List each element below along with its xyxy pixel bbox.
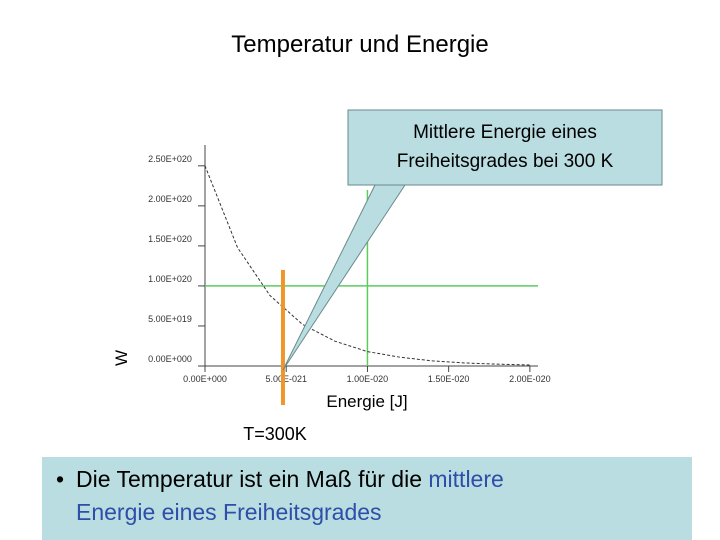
callout: Mittlere Energie eines Freiheitsgrades b… (282, 109, 663, 371)
bullet-highlight: Energie eines Freiheitsgrades (76, 499, 382, 525)
bullet-box (42, 457, 692, 540)
y-tick-label: 5.00E+019 (148, 314, 192, 324)
bullet-line: Die Temperatur ist ein Maß für die mittl… (76, 466, 504, 492)
callout-text: Mittlere Energie eines (413, 122, 597, 143)
bullet-text: Die Temperatur ist ein Maß für die (76, 466, 422, 492)
callout-text: Freiheitsgrades bei 300 K (397, 151, 614, 172)
y-axis-label: W (112, 350, 131, 366)
marker-label: T=300K (243, 424, 307, 444)
bullet-dot: • (56, 466, 64, 492)
x-tick-label: 1.50E-020 (428, 374, 470, 384)
bullet-highlight: mittlere (428, 466, 503, 492)
x-tick-label: 5.00E-021 (265, 374, 307, 384)
callout-tail (282, 184, 406, 371)
y-tick-label: 2.50E+020 (148, 154, 192, 164)
y-tick-label: 1.50E+020 (148, 234, 192, 244)
y-tick-label: 2.00E+020 (148, 194, 192, 204)
x-axis-label: Energie [J] (326, 392, 407, 411)
data-line (204, 165, 530, 366)
callout-box (347, 109, 663, 186)
y-tick-label: 1.00E+020 (148, 274, 192, 284)
y-tick-label: 0.00E+000 (148, 354, 192, 364)
x-tick-label: 1.00E-020 (347, 374, 389, 384)
x-tick-label: 2.00E-020 (509, 374, 551, 384)
chart: 0.00E+000 5.00E+019 1.00E+020 1.50E+020 2.00… (112, 145, 551, 411)
x-tick-label: 0.00E+000 (183, 374, 227, 384)
slide-title: Temperatur und Energie (231, 31, 488, 58)
